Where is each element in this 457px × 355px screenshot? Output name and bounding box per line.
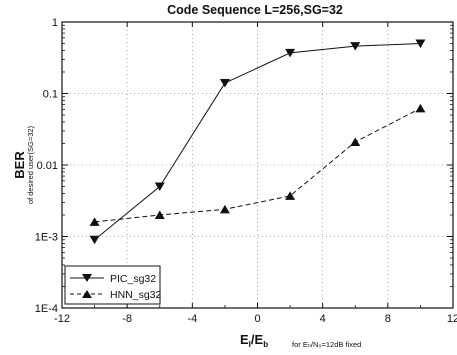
x-axis-label: EI/Eb for Eₕ/N₀=12dB fixed — [240, 332, 361, 349]
legend: PIC_sg32 HNN_sg32 — [64, 265, 162, 305]
data-point-HNN_sg32 — [415, 103, 426, 113]
legend-box — [64, 265, 161, 305]
data-point-HNN_sg32 — [219, 204, 230, 214]
data-point-PIC_sg32 — [415, 39, 426, 49]
x-label-mid: /E — [251, 332, 264, 347]
data-point-PIC_sg32 — [154, 182, 165, 192]
data-point-PIC_sg32 — [89, 235, 100, 245]
data-point-HNN_sg32 — [350, 137, 361, 146]
x-tick-label: 4 — [320, 313, 326, 325]
y-axis-label-main: BER — [12, 151, 27, 179]
x-label-sub2: b — [263, 340, 268, 349]
x-axis-label-note: for Eₕ/N₀=12dB fixed — [292, 340, 361, 349]
y-tick-label: 0.1 — [43, 89, 58, 101]
series-line-PIC_sg32 — [94, 43, 421, 241]
x-axis-label-main: EI/Eb — [240, 332, 268, 349]
y-axis-label-sub: of desired user(SG=32) — [26, 125, 35, 204]
series-line-HNN_sg32 — [94, 107, 421, 223]
legend-marker-pic — [82, 274, 92, 282]
x-tick-label: -12 — [54, 313, 70, 325]
y-tick-label: 1E-4 — [35, 303, 58, 315]
y-axis-label: BER of desired user(SG=32) — [12, 125, 35, 204]
data-point-HNN_sg32 — [154, 210, 165, 219]
grid-layer — [62, 22, 453, 308]
x-tick-label: 8 — [385, 313, 391, 325]
chart-title: Code Sequence L=256,SG=32 — [167, 3, 343, 17]
data-point-PIC_sg32 — [350, 42, 361, 51]
x-label-sub1: I — [249, 340, 251, 349]
y-tick-label: 1 — [52, 17, 58, 29]
legend-label-hnn: HNN_sg32 — [110, 289, 162, 301]
data-point-PIC_sg32 — [285, 48, 296, 58]
legend-label-pic: PIC_sg32 — [110, 273, 156, 285]
data-point-HNN_sg32 — [89, 217, 100, 226]
y-tick-label: 0.01 — [37, 160, 58, 172]
x-tick-label: -4 — [187, 313, 197, 325]
data-point-PIC_sg32 — [219, 79, 230, 88]
legend-marker-hnn — [82, 290, 92, 298]
x-tick-label: 0 — [254, 313, 260, 325]
y-tick-label: 1E-3 — [35, 232, 58, 244]
x-tick-label: 12 — [447, 313, 457, 325]
series-layer — [89, 39, 426, 245]
x-tick-label: -8 — [122, 313, 132, 325]
data-point-HNN_sg32 — [285, 191, 296, 200]
x-label-base: E — [240, 332, 249, 347]
tick-layer: -12 -8 -4 0 4 8 12 1 0.1 0.01 1E-3 1E-4 — [35, 17, 457, 325]
